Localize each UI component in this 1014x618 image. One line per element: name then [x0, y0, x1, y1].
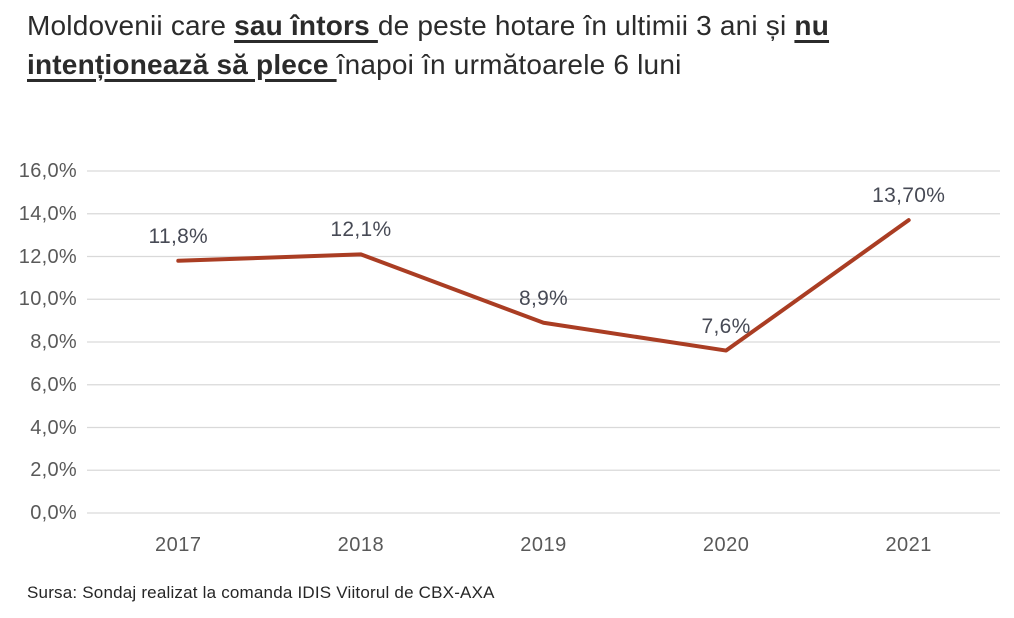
x-axis-label: 2017	[155, 534, 202, 556]
x-axis-label: 2019	[520, 534, 567, 556]
data-point-label: 8,9%	[518, 286, 569, 310]
data-point-label: 11,8%	[148, 224, 209, 248]
data-series-line	[176, 218, 911, 353]
y-tick-label: 8,0%	[30, 331, 77, 353]
y-tick-label: 2,0%	[30, 459, 77, 482]
y-tick-label: 6,0%	[30, 373, 77, 396]
data-point-label: 12,1%	[330, 218, 392, 242]
y-tick-label: 10,0%	[18, 288, 77, 311]
chart-title: Moldovenii care sau întors de peste hota…	[27, 6, 992, 84]
y-tick-label: 0,0%	[30, 502, 77, 524]
source-note: Sursa: Sondaj realizat la comanda IDIS V…	[27, 583, 495, 602]
y-tick-label: 14,0%	[18, 202, 77, 225]
title-segment-emphasis: nu intenționează să plece	[27, 10, 830, 80]
title-segment: înapoi în următoarele 6 luni	[336, 49, 682, 80]
x-axis-label: 2021	[885, 534, 932, 556]
title-segment: de peste hotare în ultimii 3 ani și	[377, 10, 795, 41]
title-segment-emphasis: sau întors	[234, 10, 378, 41]
y-tick-label: 16,0%	[18, 160, 77, 182]
y-tick-label: 4,0%	[30, 416, 77, 439]
x-axis-label: 2020	[702, 534, 750, 556]
title-segment: Moldovenii care	[27, 10, 235, 41]
data-point-label: 7,6%	[701, 314, 751, 338]
x-axis-label: 2018	[337, 534, 385, 556]
data-point-label: 13,70%	[872, 184, 946, 208]
y-tick-label: 12,0%	[18, 245, 77, 268]
